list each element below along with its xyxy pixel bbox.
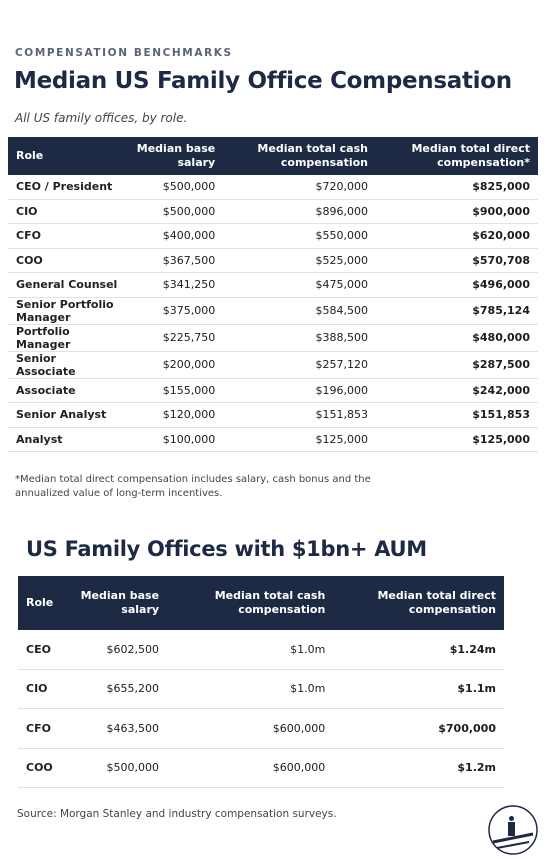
- value-cell: $602,500: [61, 630, 168, 670]
- role-cell: CEO / President: [8, 175, 126, 200]
- value-cell: $550,000: [223, 223, 376, 249]
- table-row: CFO $463,500 $600,000 $700,000: [18, 708, 504, 749]
- role-cell: CIO: [8, 199, 126, 224]
- value-cell: $155,000: [125, 378, 224, 403]
- value-cell: $620,000: [375, 223, 538, 249]
- value-cell: $496,000: [375, 272, 538, 298]
- value-cell: $1.1m: [333, 669, 504, 709]
- table-title: US Family Offices with $1bn+ AUM: [26, 537, 427, 561]
- value-cell: $388,500: [223, 324, 376, 352]
- logo: [488, 805, 538, 855]
- value-cell: $100,000: [125, 427, 224, 452]
- table-row: CFO $400,000 $550,000 $620,000: [8, 223, 538, 249]
- table-row: Portfolio Manager $225,750 $388,500 $480,00…: [8, 324, 538, 352]
- compensation-table-aum: Role Median base salary Median total cash …: [18, 576, 504, 788]
- table-row: COO $367,500 $525,000 $570,708: [8, 248, 538, 273]
- value-cell: $341,250: [125, 272, 224, 298]
- role-cell: CIO: [18, 669, 62, 709]
- role-cell: General Counsel: [8, 272, 126, 298]
- role-cell: Senior Portfolio Manager: [8, 297, 126, 325]
- source: Source: Morgan Stanley and industry comp…: [17, 808, 337, 820]
- compensation-table: Role Median base salary Median total cash …: [8, 137, 538, 452]
- table-row: General Counsel $341,250 $475,000 $496,000: [8, 272, 538, 298]
- value-cell: $367,500: [125, 248, 224, 273]
- value-cell: $1.0m: [167, 630, 334, 670]
- role-cell: Associate: [8, 378, 126, 403]
- value-cell: $600,000: [167, 708, 334, 749]
- value-cell: $1.2m: [333, 748, 504, 788]
- table-row: Senior Associate $200,000 $257,120 $287,500: [8, 351, 538, 379]
- column-header: Median total cash compensation: [167, 576, 334, 630]
- table-body: CEO $602,500 $1.0m $1.24m CIO $655,200 $1.0m $1…: [18, 630, 504, 788]
- role-cell: Portfolio Manager: [8, 324, 126, 352]
- role-cell: Senior Analyst: [8, 402, 126, 428]
- value-cell: $257,120: [223, 351, 376, 379]
- table-row: CIO $500,000 $896,000 $900,000: [8, 199, 538, 224]
- value-cell: $900,000: [375, 199, 538, 224]
- column-header: Median total direct compensation: [333, 576, 504, 630]
- value-cell: $151,853: [375, 402, 538, 428]
- value-cell: $785,124: [375, 297, 538, 325]
- role-cell: CEO: [18, 630, 62, 670]
- value-cell: $500,000: [125, 199, 224, 224]
- table-head: Role Median base salary Median total cash …: [8, 137, 538, 175]
- table-head: Role Median base salary Median total cash …: [18, 576, 504, 630]
- value-cell: $475,000: [223, 272, 376, 298]
- value-cell: $200,000: [125, 351, 224, 379]
- value-cell: $825,000: [375, 175, 538, 200]
- column-header: Role: [8, 137, 126, 175]
- value-cell: $600,000: [167, 748, 334, 788]
- column-header: Role: [18, 576, 62, 630]
- value-cell: $120,000: [125, 402, 224, 428]
- role-cell: Analyst: [8, 427, 126, 452]
- header-row: Role Median base salary Median total cash …: [8, 137, 538, 175]
- table-row: COO $500,000 $600,000 $1.2m: [18, 748, 504, 788]
- value-cell: $500,000: [125, 175, 224, 200]
- value-cell: $287,500: [375, 351, 538, 379]
- role-cell: COO: [18, 748, 62, 788]
- table-row: Senior Portfolio Manager $375,000 $584,500…: [8, 297, 538, 325]
- value-cell: $500,000: [61, 748, 168, 788]
- column-header: Median base salary: [61, 576, 168, 630]
- value-cell: $125,000: [375, 427, 538, 452]
- subtitle: All US family offices, by role.: [15, 111, 188, 125]
- header-row: Role Median base salary Median total cash …: [18, 576, 504, 630]
- role-cell: CFO: [18, 708, 62, 749]
- value-cell: $896,000: [223, 199, 376, 224]
- value-cell: $570,708: [375, 248, 538, 273]
- value-cell: $125,000: [223, 427, 376, 452]
- value-cell: $1.0m: [167, 669, 334, 709]
- table-row: CEO $602,500 $1.0m $1.24m: [18, 630, 504, 670]
- column-header: Median total cash compensation: [223, 137, 376, 175]
- value-cell: $400,000: [125, 223, 224, 249]
- value-cell: $225,750: [125, 324, 224, 352]
- value-cell: $584,500: [223, 297, 376, 325]
- value-cell: $655,200: [61, 669, 168, 709]
- value-cell: $196,000: [223, 378, 376, 403]
- value-cell: $151,853: [223, 402, 376, 428]
- value-cell: $525,000: [223, 248, 376, 273]
- value-cell: $463,500: [61, 708, 168, 749]
- title: Median US Family Office Compensation: [14, 68, 512, 94]
- table-row: Associate $155,000 $196,000 $242,000: [8, 378, 538, 403]
- table-row: Senior Analyst $120,000 $151,853 $151,853: [8, 402, 538, 428]
- value-cell: $700,000: [333, 708, 504, 749]
- table-row: CEO / President $500,000 $720,000 $825,000: [8, 175, 538, 200]
- column-header: Median base salary: [125, 137, 224, 175]
- value-cell: $242,000: [375, 378, 538, 403]
- table-row: CIO $655,200 $1.0m $1.1m: [18, 669, 504, 709]
- value-cell: $1.24m: [333, 630, 504, 670]
- eyebrow: COMPENSATION BENCHMARKS: [15, 47, 233, 59]
- value-cell: $720,000: [223, 175, 376, 200]
- role-cell: CFO: [8, 223, 126, 249]
- column-header: Median total direct compensation*: [375, 137, 538, 175]
- footnote: *Median total direct compensation includ…: [15, 474, 371, 499]
- role-cell: Senior Associate: [8, 351, 126, 379]
- table-body: CEO / President $500,000 $720,000 $825,000 C…: [8, 175, 538, 452]
- table-row: Analyst $100,000 $125,000 $125,000: [8, 427, 538, 452]
- role-cell: COO: [8, 248, 126, 273]
- value-cell: $375,000: [125, 297, 224, 325]
- value-cell: $480,000: [375, 324, 538, 352]
